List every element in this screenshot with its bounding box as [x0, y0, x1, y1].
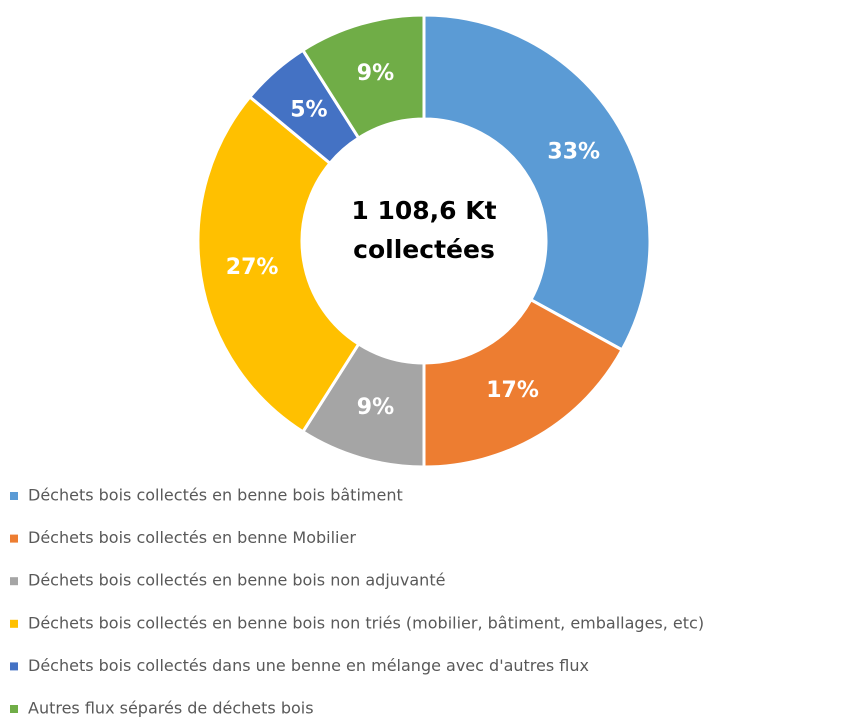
legend-swatch	[10, 492, 18, 500]
donut-slice	[196, 94, 361, 434]
legend-label: Déchets bois collectés dans une benne en…	[28, 656, 589, 675]
legend-swatch	[10, 534, 18, 543]
center-label: 1 108,6 Kt	[351, 196, 496, 225]
legend-label: Autres flux séparés de déchets bois	[28, 699, 314, 717]
value-label: 9%	[357, 61, 394, 86]
legend-label: Déchets bois collectés en benne bois bât…	[28, 486, 403, 505]
legend-label: Déchets bois collectés en benne bois non…	[28, 613, 704, 632]
donut-slice	[422, 297, 625, 469]
donut-slice	[422, 13, 652, 352]
legend-label: Déchets bois collectés en benne bois non…	[28, 571, 445, 590]
value-label: 9%	[357, 395, 394, 420]
legend-swatch	[10, 705, 18, 713]
value-label: 5%	[290, 97, 327, 122]
value-label: 17%	[486, 378, 539, 403]
legend-label: Déchets bois collectés en benne Mobilier	[28, 528, 356, 547]
center-label: collectées	[353, 235, 495, 264]
donut-slice	[300, 13, 426, 141]
value-label: 27%	[226, 255, 279, 280]
legend-swatch	[10, 662, 18, 671]
value-label: 33%	[547, 139, 600, 164]
legend-swatch	[10, 619, 18, 628]
legend-swatch	[10, 577, 18, 586]
